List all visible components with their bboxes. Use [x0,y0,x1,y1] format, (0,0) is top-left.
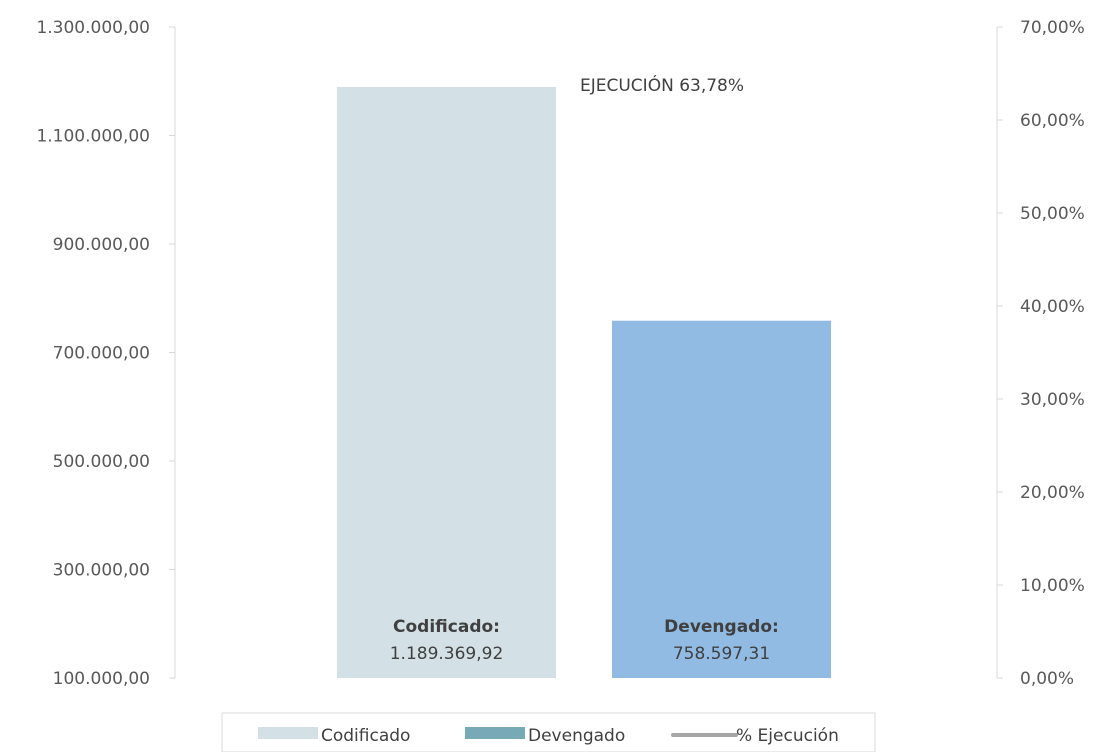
legend-swatch-0 [258,727,318,739]
left-tick-label: 1.100.000,00 [36,127,150,147]
left-tick-label: 900.000,00 [53,235,150,255]
left-tick-label: 500.000,00 [53,452,150,472]
left-tick-label: 300.000,00 [53,561,150,581]
right-tick-label: 10,00% [1020,576,1085,596]
bars: Codificado: 1.189.369,92 Devengado: 758.597… [337,87,831,678]
legend-label: Devengado [528,726,625,746]
right-tick-label: 20,00% [1020,483,1085,503]
bar-label-title: Codificado: [393,617,500,637]
legend-box [221,712,876,752]
bar-devengado [612,320,831,678]
right-tick-label: 30,00% [1020,390,1085,410]
bar-label-title: Devengado: [664,617,779,637]
legend: Codificado Devengado % Ejecución [221,712,876,752]
left-tick-label: 1.300.000,00 [36,18,150,38]
right-tick-label: 40,00% [1020,297,1085,317]
left-tick-label: 100.000,00 [53,669,150,689]
bar-label-value: 758.597,31 [673,644,770,664]
right-tick-label: 60,00% [1020,111,1085,131]
legend-swatch-1 [465,727,525,739]
right-tick-label: 0,00% [1020,669,1074,689]
left-y-axis: 100.000,00 300.000,00 500.000,00 700.000,00… [36,18,176,689]
legend-label: Codificado [321,726,410,746]
legend-label: % Ejecución [736,726,839,746]
bar-label-value: 1.189.369,92 [390,644,504,664]
right-y-axis: 0,00% 10,00% 20,00% 30,00% 40,00% 50,00% 60,00… [996,18,1085,689]
right-tick-label: 70,00% [1020,18,1085,38]
bar-codificado [337,87,556,678]
left-tick-label: 700.000,00 [53,344,150,364]
execution-annotation: EJECUCIÓN 63,78% [580,74,744,96]
right-tick-label: 50,00% [1020,204,1085,224]
